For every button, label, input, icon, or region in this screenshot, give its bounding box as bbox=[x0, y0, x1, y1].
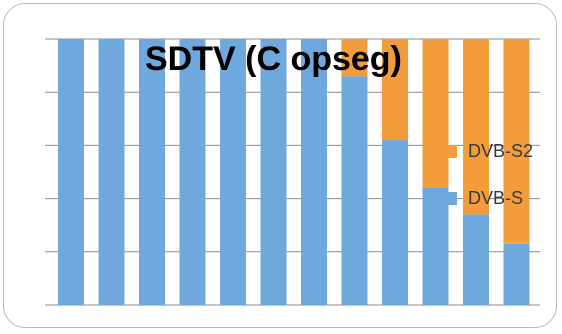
bar-dvb-s-8 bbox=[341, 76, 368, 306]
bar-dvb-s2-12 bbox=[503, 39, 530, 244]
bar-dvb-s-12 bbox=[503, 243, 530, 305]
bar-dvb-s2-10 bbox=[422, 39, 449, 188]
bar-dvb-s-10 bbox=[422, 187, 449, 305]
bars bbox=[58, 39, 530, 306]
bar-dvb-s-6 bbox=[260, 39, 287, 305]
chart-title: SDTV (C opseg) bbox=[145, 40, 402, 78]
legend-swatch-dvb-s bbox=[444, 192, 457, 205]
bar-dvb-s-1 bbox=[58, 39, 84, 305]
bar-dvb-s2-8 bbox=[341, 39, 368, 77]
legend-label-dvb-s: DVB-S bbox=[468, 188, 524, 208]
bar-dvb-s-9 bbox=[382, 140, 408, 305]
bar-dvb-s-2 bbox=[98, 39, 125, 305]
bar-dvb-s2-11 bbox=[463, 39, 489, 215]
legend-swatch-dvb-s2 bbox=[444, 145, 457, 158]
gridlines bbox=[45, 38, 540, 306]
bar-dvb-s-4 bbox=[179, 39, 206, 305]
bar-dvb-s-5 bbox=[220, 39, 246, 305]
bar-dvb-s-11 bbox=[463, 214, 489, 305]
legend-label-dvb-s2: DVB-S2 bbox=[468, 141, 534, 161]
bar-dvb-s2-9 bbox=[382, 39, 408, 141]
bar-dvb-s-7 bbox=[301, 39, 327, 305]
bar-dvb-s-3 bbox=[139, 39, 165, 305]
